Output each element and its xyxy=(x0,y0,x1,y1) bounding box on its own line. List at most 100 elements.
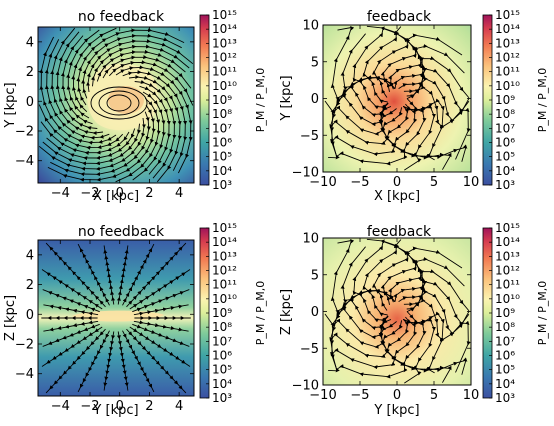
colorbar-tick-label: 10³ xyxy=(495,178,515,192)
panel-1-streamlines xyxy=(38,27,194,183)
x-tick-label: 5 xyxy=(430,175,438,190)
colorbar-tick-label: 10⁸ xyxy=(212,107,232,121)
streamline xyxy=(43,320,99,332)
colorbar-4-ticks: 10³10⁴10⁵10⁶10⁷10⁸10⁹10¹⁰10¹¹10¹²10¹³10¹… xyxy=(489,221,520,405)
panel-3-x-ticks: −4 −2 0 2 4 xyxy=(51,240,183,414)
x-tick-label: −2 xyxy=(80,186,99,201)
panel-2: feedback −10 −5 0 5 10 −10 −5 0 5 10 X [kpc] Y [… xyxy=(279,9,479,204)
colorbar-tick-label: 10¹¹ xyxy=(495,65,520,79)
colorbar-tick-label: 10⁶ xyxy=(495,349,515,363)
x-tick-label: −5 xyxy=(350,388,369,403)
colorbar-2-ticks: 10³10⁴10⁵10⁶10⁷10⁸10⁹10¹⁰10¹¹10¹²10¹³10¹… xyxy=(489,8,520,192)
x-tick-label: 4 xyxy=(175,399,183,414)
y-tick-label: −2 xyxy=(15,338,34,353)
colorbar-tick-label: 10¹⁴ xyxy=(212,235,237,249)
colorbar-3: 10³10⁴10⁵10⁶10⁷10⁸10⁹10¹⁰10¹¹10¹²10¹³10¹… xyxy=(199,221,267,405)
panel-3-y-ticks: −4 −2 0 2 4 xyxy=(15,248,194,382)
y-tick-label: 2 xyxy=(26,278,34,293)
x-tick-label: 2 xyxy=(145,399,153,414)
x-tick-label: −5 xyxy=(350,175,369,190)
y-tick-label: 0 xyxy=(26,95,34,110)
panel-1-ylabel: Y [kpc] xyxy=(3,82,18,128)
colorbar-tick-label: 10⁸ xyxy=(212,320,232,334)
colorbar-tick-label: 10⁵ xyxy=(495,150,515,164)
colorbar-tick-label: 10¹⁴ xyxy=(495,22,520,36)
panel-1-title: no feedback xyxy=(78,9,165,25)
colorbar-tick-label: 10⁵ xyxy=(495,363,515,377)
colorbar-tick-label: 10³ xyxy=(212,178,232,192)
colorbar-tick-label: 10³ xyxy=(495,391,515,405)
colorbar-tick-label: 10⁸ xyxy=(495,320,515,334)
colorbar-tick-label: 10¹³ xyxy=(212,36,237,50)
panel-1-x-ticks: −4 −2 0 2 4 xyxy=(51,27,183,201)
colorbar-tick-label: 10¹⁵ xyxy=(495,8,520,22)
streamline-loop xyxy=(90,86,148,120)
colorbar-tick-label: 10¹² xyxy=(495,264,520,278)
panel-1-y-ticks: −4 −2 0 2 4 xyxy=(15,35,194,169)
panel-2-x-ticks: −10 −5 0 5 10 xyxy=(309,25,479,190)
y-tick-label: 5 xyxy=(311,55,319,70)
x-tick-label: −4 xyxy=(51,399,70,414)
panel-1: no feedback −4 −2 0 2 4 −4 −2 0 2 4 X [kpc] Y [k… xyxy=(3,9,195,204)
x-tick-label: 0 xyxy=(393,388,401,403)
panel-1-frame xyxy=(37,26,195,184)
colorbar-tick-label: 10⁶ xyxy=(495,136,515,150)
panel-4: feedback −10 −5 0 5 10 −10 −5 0 5 10 Y [kpc] Z [… xyxy=(279,224,479,418)
panel-2-y-ticks: −10 −5 0 5 10 xyxy=(292,19,471,181)
streamline xyxy=(133,304,189,316)
y-tick-label: 4 xyxy=(26,248,34,263)
colorbar-tick-label: 10⁴ xyxy=(212,377,232,391)
colorbar-2: 10³10⁴10⁵10⁶10⁷10⁸10⁹10¹⁰10¹¹10¹²10¹³10¹… xyxy=(482,8,549,192)
panel-3-ylabel: Z [kpc] xyxy=(3,295,18,341)
colorbar-tick-label: 10⁶ xyxy=(212,136,232,150)
y-tick-label: 2 xyxy=(26,65,34,80)
colorbar-tick-label: 10¹³ xyxy=(495,249,520,263)
panel-4-title: feedback xyxy=(367,224,432,240)
colorbar-tick-label: 10¹⁰ xyxy=(495,79,520,93)
y-tick-label: 4 xyxy=(26,35,34,50)
panel-4-x-ticks: −10 −5 0 5 10 xyxy=(309,238,479,403)
panel-4-xlabel: Y [kpc] xyxy=(373,403,419,418)
colorbar-tick-label: 10⁶ xyxy=(212,349,232,363)
x-tick-label: −10 xyxy=(309,175,336,190)
colorbar-tick-label: 10¹² xyxy=(212,264,237,278)
y-tick-label: −5 xyxy=(300,342,319,357)
colorbar-tick-label: 10¹⁰ xyxy=(212,292,237,306)
colorbar-tick-label: 10⁷ xyxy=(495,334,515,348)
colorbar-tick-label: 10⁹ xyxy=(495,306,515,320)
x-tick-label: −10 xyxy=(309,388,336,403)
y-tick-label: 10 xyxy=(302,232,319,247)
colorbar-tick-label: 10¹¹ xyxy=(212,278,237,292)
panel-2-streamlines xyxy=(324,25,471,171)
panel-4-streamlines xyxy=(324,238,471,384)
colorbar-tick-label: 10⁷ xyxy=(212,334,232,348)
colorbar-tick-label: 10¹⁵ xyxy=(212,221,237,235)
panel-2-ylabel: Y [kpc] xyxy=(279,75,294,121)
x-tick-label: 0 xyxy=(116,399,124,414)
panel-4-ylabel: Z [kpc] xyxy=(279,289,294,335)
colorbar-3-ticks: 10³10⁴10⁵10⁶10⁷10⁸10⁹10¹⁰10¹¹10¹²10¹³10¹… xyxy=(206,221,237,405)
y-tick-label: −2 xyxy=(15,125,34,140)
colorbar-tick-label: 10¹⁴ xyxy=(212,22,237,36)
y-tick-label: −10 xyxy=(292,379,319,394)
x-tick-label: 10 xyxy=(463,388,480,403)
colorbar-tick-label: 10¹⁰ xyxy=(212,79,237,93)
colorbar-tick-label: 10¹⁵ xyxy=(212,8,237,22)
colorbar-tick-label: 10¹⁵ xyxy=(495,221,520,235)
colorbar-3-label: P_M / P_M,0 xyxy=(254,281,267,345)
colorbar-tick-label: 10⁵ xyxy=(212,150,232,164)
streamline xyxy=(406,298,471,373)
streamline xyxy=(116,331,129,391)
panel-2-xlabel: X [kpc] xyxy=(374,189,420,204)
colorbar-tick-label: 10¹⁴ xyxy=(495,235,520,249)
streamline xyxy=(406,85,471,160)
x-tick-label: 10 xyxy=(463,175,480,190)
colorbar-2-label: P_M / P_M,0 xyxy=(536,68,549,132)
y-tick-label: −4 xyxy=(15,367,34,382)
panel-2-title: feedback xyxy=(367,9,432,25)
colorbar-tick-label: 10⁷ xyxy=(212,121,232,135)
colorbar-tick-label: 10¹¹ xyxy=(495,278,520,292)
panel-4-y-ticks: −10 −5 0 5 10 xyxy=(292,232,471,394)
colorbar-tick-label: 10⁸ xyxy=(495,107,515,121)
colorbar-1: 10³10⁴10⁵10⁶10⁷10⁸10⁹10¹⁰10¹¹10¹²10¹³10¹… xyxy=(199,8,267,192)
